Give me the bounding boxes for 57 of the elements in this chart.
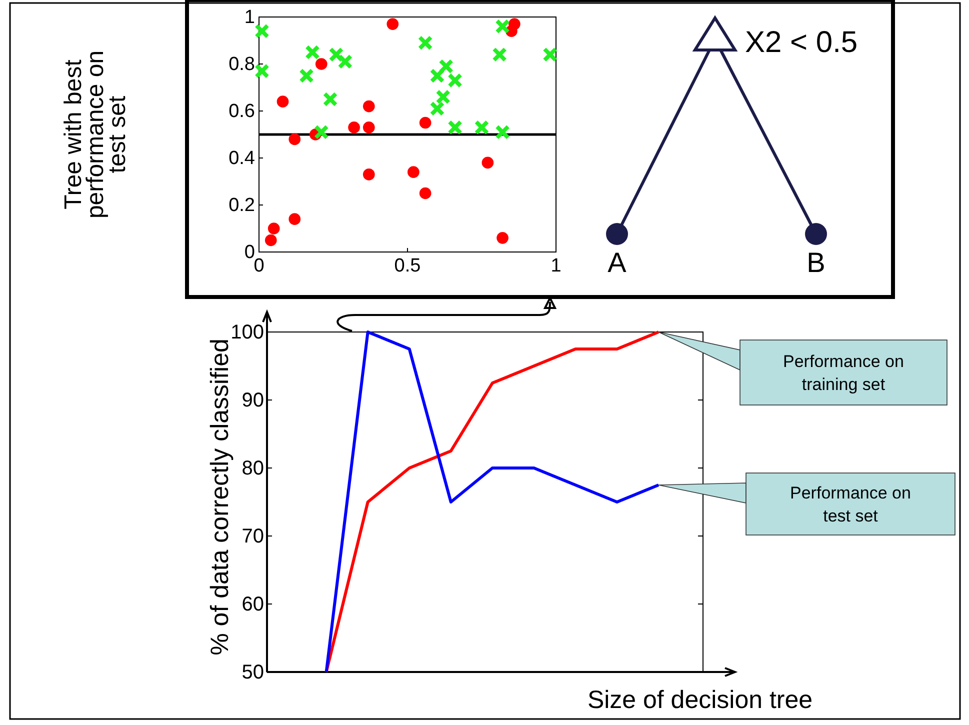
point xyxy=(448,120,462,135)
point xyxy=(338,54,353,70)
point xyxy=(304,44,320,60)
y-tick-label: 0.6 xyxy=(228,101,255,122)
point xyxy=(419,116,432,129)
y-tick-label: 90 xyxy=(242,389,264,412)
point xyxy=(496,232,508,244)
point xyxy=(482,156,494,169)
y-tick-label: 0.2 xyxy=(228,195,255,216)
point xyxy=(362,100,375,112)
text: X2 < 0.5 xyxy=(745,26,858,59)
line-series xyxy=(324,330,660,674)
point xyxy=(418,35,433,50)
y-tick-label: 70 xyxy=(242,525,264,548)
text: Performance on training set xyxy=(783,352,904,394)
point xyxy=(408,166,420,178)
y-tick-label: 80 xyxy=(242,457,264,480)
point xyxy=(322,92,338,107)
y-tick-label: 0.4 xyxy=(228,148,256,170)
point xyxy=(438,58,454,74)
text: A xyxy=(608,247,627,278)
point xyxy=(362,168,375,180)
y-axis-title: Tree with best performance on test set xyxy=(60,50,131,219)
y-tick-label: 50 xyxy=(242,661,264,684)
point xyxy=(328,47,344,62)
text: B xyxy=(806,247,826,278)
text: Performance on test set xyxy=(790,484,911,526)
point xyxy=(254,24,270,39)
point xyxy=(495,124,510,140)
y-tick-label: 60 xyxy=(242,593,264,616)
point xyxy=(542,47,558,62)
point xyxy=(348,122,360,134)
point xyxy=(474,120,490,135)
point xyxy=(362,122,375,134)
point xyxy=(288,133,301,146)
point xyxy=(448,72,462,88)
y-tick-label: 0.8 xyxy=(228,54,255,76)
point xyxy=(430,68,445,84)
point xyxy=(276,96,289,108)
point xyxy=(492,47,508,62)
point xyxy=(436,89,451,104)
point xyxy=(288,213,301,226)
point xyxy=(315,58,328,70)
y-tick-label: 1 xyxy=(244,7,255,28)
point xyxy=(254,64,270,79)
point xyxy=(314,124,329,140)
point xyxy=(495,18,510,34)
point xyxy=(419,187,432,200)
point xyxy=(264,234,277,246)
x-axis-title: Size of decision tree xyxy=(587,686,813,714)
point xyxy=(299,68,314,84)
point xyxy=(430,101,445,116)
x-tick-label: 0.5 xyxy=(394,255,421,276)
y-tick-label: 0 xyxy=(244,242,255,264)
point xyxy=(268,222,280,234)
point xyxy=(386,18,399,30)
x-tick-label: 1 xyxy=(550,255,562,276)
